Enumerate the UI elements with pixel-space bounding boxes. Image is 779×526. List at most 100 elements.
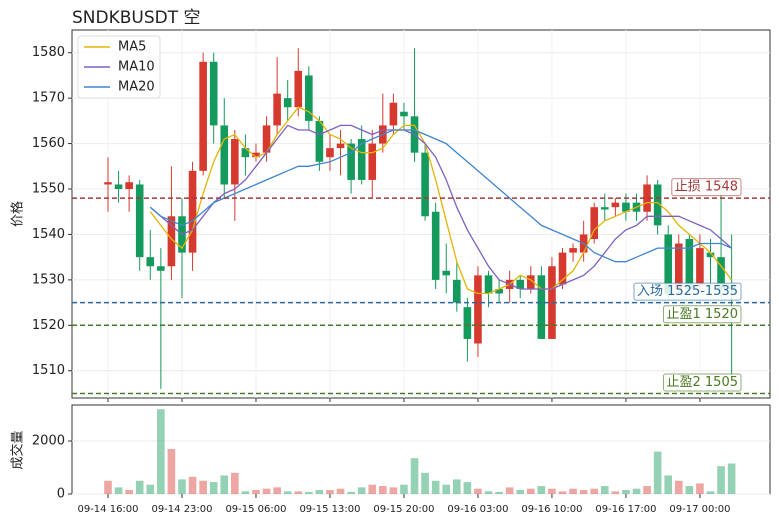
candle-body	[548, 266, 556, 339]
candle-body	[484, 275, 493, 294]
candle-body	[146, 257, 155, 267]
volume-bar	[231, 472, 239, 494]
volume-bar	[643, 486, 651, 494]
candle-body	[135, 184, 144, 258]
y-tick-label: 1510	[32, 363, 65, 378]
volume-bar	[611, 491, 620, 494]
volume-bar	[400, 484, 408, 494]
volume-bar	[389, 487, 398, 494]
volume-bar	[600, 486, 609, 494]
volume-bar	[125, 490, 133, 494]
volume-bar	[527, 488, 535, 494]
volume-bar	[252, 490, 260, 494]
volume-bar	[727, 463, 736, 494]
volume-bar	[717, 466, 725, 494]
volume-bar	[442, 484, 451, 494]
candle-body	[685, 238, 694, 289]
x-tick-label: 09-15 06:00	[225, 504, 286, 515]
volume-bar	[569, 488, 577, 494]
legend: MA5 MA10 MA20	[77, 35, 161, 99]
y-tick-label: 1580	[32, 45, 65, 60]
y-tick-label: 1530	[32, 272, 65, 287]
volume-bar	[410, 458, 419, 494]
x-tick-label: 09-17 00:00	[669, 504, 730, 515]
volume-bar	[484, 491, 493, 494]
volume-bar	[157, 409, 165, 494]
volume-axis-label: 成交量	[10, 430, 26, 469]
volume-bar	[167, 448, 176, 494]
volume-bar	[347, 491, 355, 494]
volume-bar	[357, 487, 366, 494]
x-tick-label: 09-15 13:00	[299, 504, 360, 515]
candle-body	[600, 207, 609, 210]
volume-bar	[632, 488, 641, 494]
legend-label: MA5	[118, 40, 146, 55]
ma-line	[149, 106, 733, 295]
candle-body	[199, 61, 207, 171]
price-frame	[71, 29, 771, 399]
y-tick-label: 2000	[32, 434, 65, 449]
volume-bar	[474, 488, 482, 494]
candle-body	[188, 170, 197, 253]
volume-bar	[590, 488, 599, 494]
legend-label: MA20	[118, 80, 155, 95]
volume-bar	[188, 476, 197, 494]
candle-body	[622, 202, 630, 212]
y-tick-label: 1560	[32, 136, 65, 151]
candle-body	[125, 182, 133, 190]
ma-line	[149, 129, 732, 263]
volume-bar	[326, 490, 334, 494]
candle-body	[220, 125, 229, 185]
chart-title: SNDKBUSDT 空	[72, 8, 201, 28]
candle-body	[537, 275, 546, 339]
candle-body	[368, 143, 377, 180]
level-label-box	[663, 305, 742, 324]
ma-line	[149, 124, 733, 290]
candle-body	[326, 148, 334, 158]
volume-bar	[685, 486, 694, 494]
volume-bar	[664, 475, 673, 494]
volume-bar	[706, 491, 715, 494]
candle-body	[336, 143, 345, 149]
candle-body	[569, 248, 577, 253]
level-label-text: 入场 1525-1535	[637, 284, 738, 299]
level-label-text: 止盈2 1505	[667, 375, 739, 390]
volume-bar	[463, 482, 472, 494]
candle-body	[696, 248, 704, 285]
candle-body	[442, 270, 451, 276]
candle-body	[283, 98, 292, 108]
volume-bar	[421, 472, 429, 494]
volume-bar	[495, 491, 503, 494]
candle-body	[611, 202, 620, 208]
candle-body	[431, 211, 440, 280]
candle-body	[674, 243, 683, 289]
level-label-box	[671, 178, 742, 197]
candle-body	[315, 120, 324, 162]
candle-body	[495, 288, 503, 294]
volume-bar	[505, 487, 514, 494]
volume-bar	[453, 479, 461, 494]
volume-bar	[653, 451, 662, 494]
candle-body	[389, 102, 398, 126]
y-tick-label: 1550	[32, 182, 65, 197]
candle-body	[241, 148, 250, 158]
volume-bar	[104, 480, 112, 494]
legend-box	[77, 35, 161, 99]
candle-body	[262, 125, 271, 153]
volume-bar	[114, 487, 123, 494]
volume-bar	[537, 486, 546, 494]
candle-body	[157, 266, 165, 271]
volume-bar	[548, 488, 556, 494]
volume-bar	[305, 491, 313, 494]
volume-bar	[199, 480, 207, 494]
volume-bar	[516, 490, 525, 494]
volume-bar	[315, 490, 324, 494]
volume-bar	[220, 475, 229, 494]
level-label: 止盈2 1505	[663, 373, 742, 392]
candle-body	[653, 184, 662, 226]
y-tick-label: 1570	[32, 91, 65, 106]
y-tick-label: 1540	[32, 227, 65, 242]
volume-bar	[336, 488, 345, 494]
volume-bar	[241, 491, 250, 494]
candle-body	[400, 111, 408, 117]
